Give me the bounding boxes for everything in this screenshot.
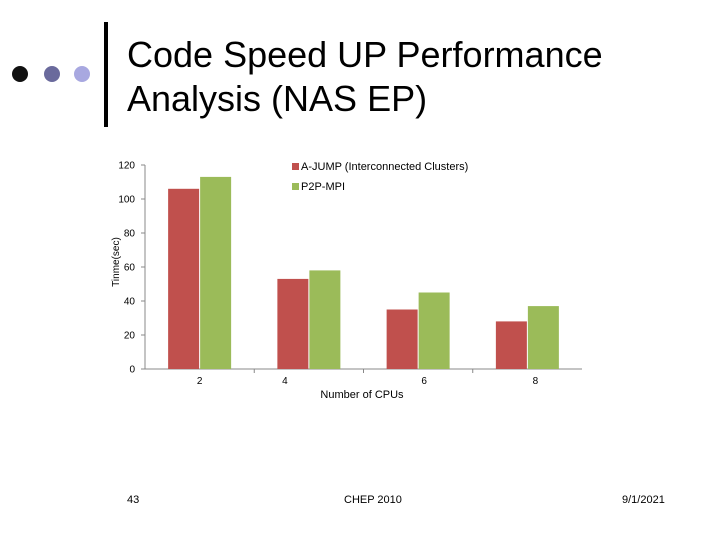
legend-swatch <box>292 163 299 170</box>
x-tick-label: 6 <box>421 376 427 387</box>
legend-swatch <box>292 183 299 190</box>
x-axis-label: Number of CPUs <box>320 389 404 401</box>
y-tick-label: 80 <box>124 229 136 240</box>
decorative-dots <box>0 0 100 100</box>
bar-p2pmpi <box>527 306 559 369</box>
y-tick-label: 120 <box>118 161 135 172</box>
y-tick-label: 60 <box>124 263 136 274</box>
light-dot-icon <box>74 66 90 82</box>
title-line-1: Code Speed UP Performance <box>127 34 603 75</box>
bar-ajump <box>495 321 527 369</box>
title-divider <box>104 22 108 127</box>
bar-ajump <box>168 188 200 369</box>
legend-label: A-JUMP (Interconnected Clusters) <box>301 161 468 173</box>
dark-dot-icon <box>12 66 28 82</box>
title-line-2: Analysis (NAS EP) <box>127 78 428 119</box>
y-axis-label: Tinme(sec) <box>111 237 122 287</box>
plot-area: 0 20 40 60 80 100 120 2 4 6 8 <box>118 161 582 387</box>
bar-p2pmpi <box>309 270 341 369</box>
bar-p2pmpi <box>200 176 232 369</box>
footer-date: 9/1/2021 <box>622 494 665 506</box>
y-tick-label: 20 <box>124 331 136 342</box>
chart-legend: A-JUMP (Interconnected Clusters) P2P-MPI <box>292 161 468 193</box>
slide-title: Code Speed UP Performance Analysis (NAS … <box>127 33 707 121</box>
page-number: 43 <box>127 494 140 506</box>
x-tick-label: 2 <box>197 376 203 387</box>
bar-ajump <box>277 278 309 369</box>
bar-p2pmpi <box>418 292 450 369</box>
y-tick-label: 0 <box>129 365 135 376</box>
legend-label: P2P-MPI <box>301 181 345 193</box>
bar-chart: Tinme(sec) Number of CPUs 0 20 40 60 80 100 12… <box>111 161 582 401</box>
y-tick-label: 40 <box>124 297 136 308</box>
bar-ajump <box>386 309 418 369</box>
x-tick-label: 4 <box>282 376 288 387</box>
y-tick-label: 100 <box>118 195 135 206</box>
footer-event: CHEP 2010 <box>344 494 402 506</box>
mid-dot-icon <box>44 66 60 82</box>
x-tick-label: 8 <box>533 376 539 387</box>
